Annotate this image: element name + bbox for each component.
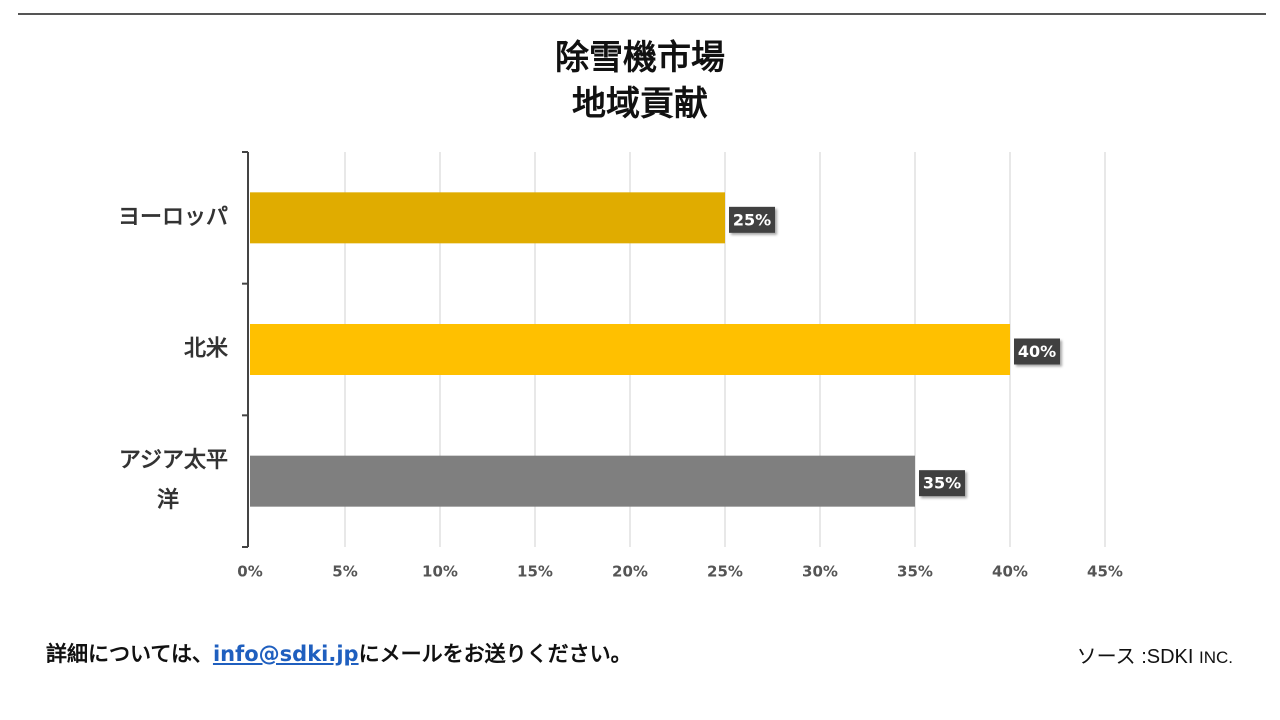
email-link[interactable]: info@sdki.jp: [212, 642, 359, 666]
x-tick-label: 5%: [332, 563, 357, 581]
category-label: 洋: [157, 487, 179, 513]
x-tick-label: 45%: [1087, 563, 1123, 581]
x-tick-label: 25%: [707, 563, 743, 581]
x-tick-label: 40%: [992, 563, 1028, 581]
data-label: 25%: [733, 210, 771, 229]
source-credit: ソース :SDKI INC.: [1077, 640, 1233, 669]
footer-note-prefix: 詳細については、: [46, 642, 213, 666]
chart-title-line1: 除雪機市場: [555, 38, 725, 78]
bar: [250, 455, 915, 507]
bar: [250, 192, 725, 244]
x-tick-label: 35%: [897, 563, 933, 581]
bar: [250, 324, 1010, 375]
data-label-box: [729, 206, 775, 233]
chart-title-line2: 地域貢献: [572, 84, 708, 124]
category-label: アジア太平: [119, 448, 228, 473]
x-tick-label: 30%: [802, 563, 838, 581]
x-tick-label: 0%: [237, 563, 262, 581]
source-label: ソース :SDKI: [1076, 646, 1199, 668]
data-label-box: [1014, 338, 1060, 365]
data-label: 40%: [1018, 342, 1056, 361]
x-tick-label: 10%: [422, 563, 458, 581]
data-label: 35%: [923, 474, 961, 493]
footer-note: 詳細については、info@sdki.jpにメールをお送りください。: [46, 638, 632, 668]
x-tick-label: 20%: [612, 563, 648, 581]
category-label: 北米: [184, 337, 229, 362]
data-label-box: [919, 470, 965, 497]
x-tick-label: 15%: [517, 563, 553, 581]
top-rule: [18, 13, 1266, 15]
category-label: ヨーロッパ: [118, 205, 228, 230]
footer-note-suffix: にメールをお送りください。: [358, 642, 632, 666]
source-suffix: INC.: [1199, 648, 1233, 667]
